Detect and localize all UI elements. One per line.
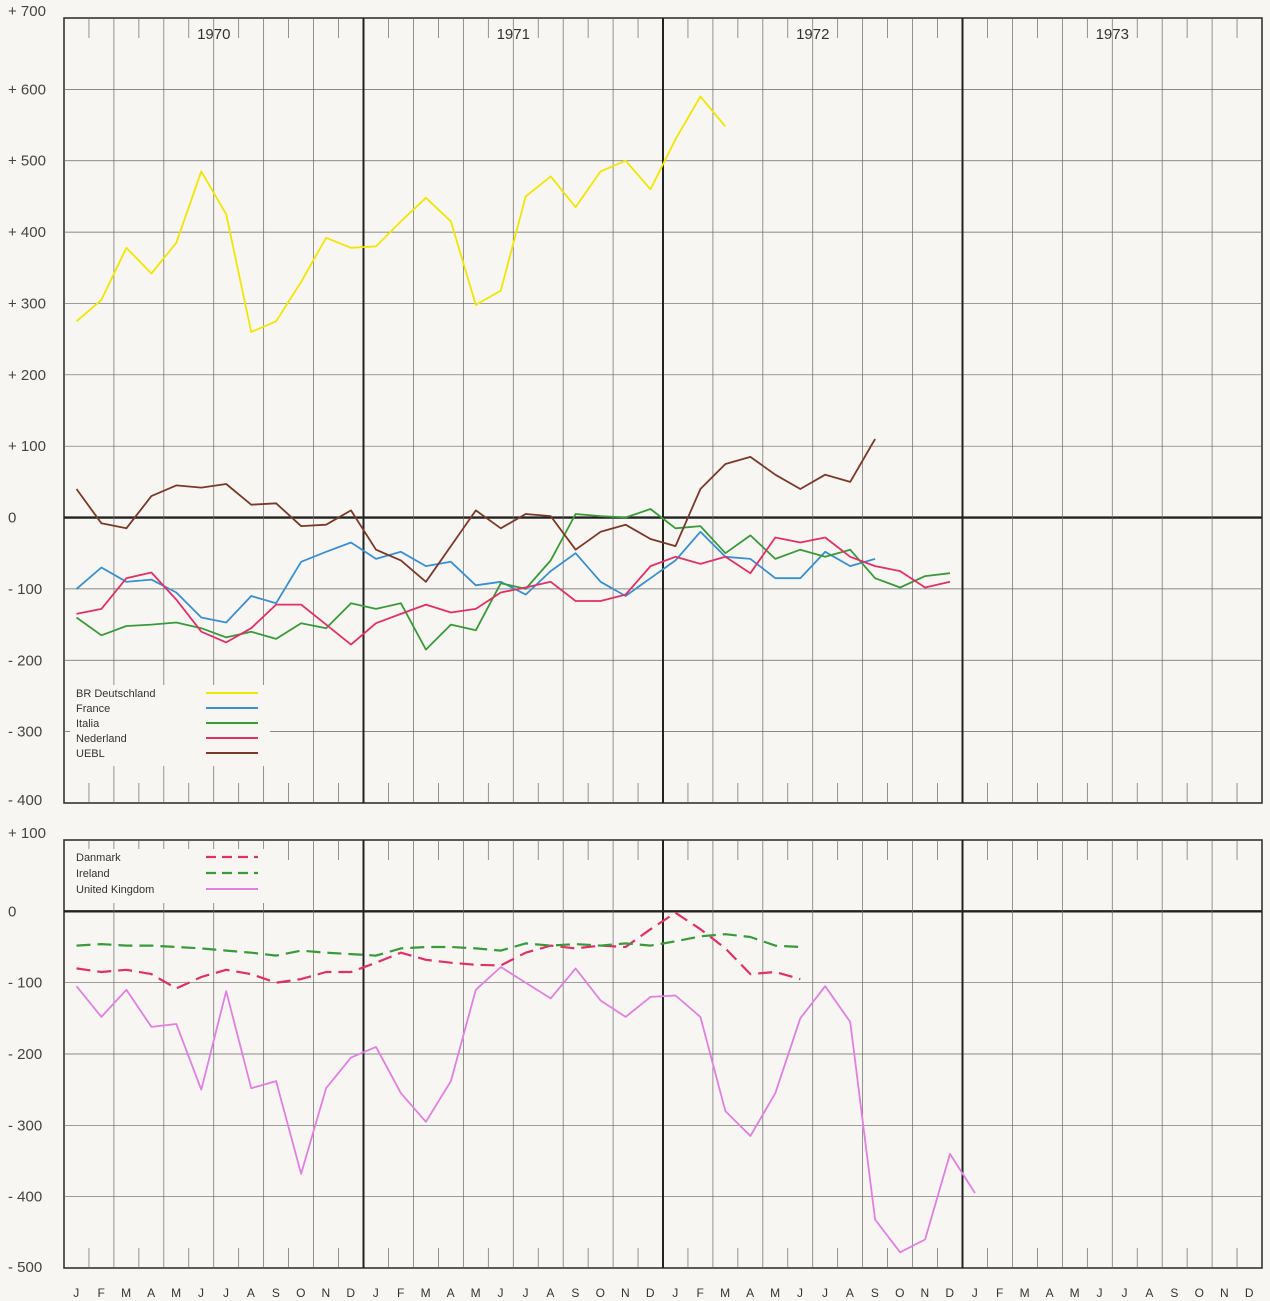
y-tick-label: 0	[8, 903, 16, 920]
month-label: O	[1195, 1286, 1205, 1300]
legend-label: Nederland	[76, 733, 127, 745]
month-label: F	[697, 1286, 705, 1300]
month-label: A	[147, 1286, 156, 1300]
year-label: 1970	[197, 26, 230, 43]
month-label: S	[1170, 1286, 1179, 1300]
month-label: F	[397, 1286, 405, 1300]
month-label: J	[797, 1286, 804, 1300]
month-label: S	[571, 1286, 580, 1300]
series-line-united-kingdom	[75, 966, 976, 1254]
y-tick-label: 0	[8, 510, 16, 527]
year-label: 1971	[497, 26, 530, 43]
month-label: A	[1046, 1286, 1055, 1300]
month-label: M	[421, 1286, 432, 1300]
month-label: J	[498, 1286, 505, 1300]
legend-label: Danmark	[76, 852, 121, 864]
month-label: O	[895, 1286, 905, 1300]
month-label: J	[73, 1286, 80, 1300]
series-line-ireland	[76, 933, 801, 957]
y-tick-label: - 400	[8, 792, 42, 809]
month-label: J	[672, 1286, 679, 1300]
year-label: 1973	[1096, 26, 1129, 43]
month-label: M	[770, 1286, 781, 1300]
series-line-nederland	[76, 536, 951, 646]
month-label: A	[546, 1286, 555, 1300]
legend-label: United Kingdom	[76, 884, 154, 896]
y-tick-label: - 500	[8, 1259, 42, 1276]
y-tick-label: - 300	[8, 1117, 42, 1134]
month-label: A	[447, 1286, 456, 1300]
month-label: A	[247, 1286, 256, 1300]
month-label: M	[1070, 1286, 1081, 1300]
legend-label: France	[76, 703, 110, 715]
month-label: S	[272, 1286, 281, 1300]
month-label: F	[996, 1286, 1004, 1300]
y-tick-label: + 600	[8, 81, 46, 98]
month-label: D	[1245, 1286, 1254, 1300]
legend-label: UEBL	[76, 748, 105, 760]
month-label: J	[1121, 1286, 1128, 1300]
month-label: M	[171, 1286, 182, 1300]
y-tick-label: - 200	[8, 652, 42, 669]
month-label: N	[621, 1286, 630, 1300]
y-tick-label: - 300	[8, 724, 42, 741]
month-label: D	[945, 1286, 954, 1300]
month-label: O	[596, 1286, 606, 1300]
month-label: M	[471, 1286, 482, 1300]
month-label: D	[646, 1286, 655, 1300]
month-label: J	[972, 1286, 979, 1300]
month-label: J	[223, 1286, 230, 1300]
series-line-danmark	[76, 911, 801, 990]
month-label: N	[920, 1286, 929, 1300]
series-line-br-deutschland	[75, 95, 727, 333]
month-label: M	[1020, 1286, 1031, 1300]
series-line-uebl	[75, 438, 876, 583]
month-label: F	[98, 1286, 106, 1300]
month-label: M	[720, 1286, 731, 1300]
y-tick-label: + 700	[8, 3, 46, 20]
y-tick-label: + 100	[8, 825, 46, 842]
month-label: S	[871, 1286, 880, 1300]
month-label: N	[1220, 1286, 1229, 1300]
y-tick-label: + 100	[8, 438, 46, 455]
y-tick-label: + 300	[8, 295, 46, 312]
y-tick-label: - 200	[8, 1046, 42, 1063]
month-label: M	[121, 1286, 132, 1300]
legend-label: BR Deutschland	[76, 688, 156, 700]
top-panel	[63, 17, 1263, 804]
month-label: J	[373, 1286, 380, 1300]
bottom-panel	[63, 839, 1263, 1269]
month-label: A	[746, 1286, 755, 1300]
y-tick-label: + 200	[8, 367, 46, 384]
legend-label: Ireland	[76, 868, 110, 880]
y-tick-label: + 500	[8, 153, 46, 170]
series-line-italia	[75, 508, 951, 651]
legend-label: Italia	[76, 718, 100, 730]
y-tick-label: - 100	[8, 581, 42, 598]
month-label: J	[822, 1286, 829, 1300]
month-label: O	[296, 1286, 306, 1300]
y-tick-label: - 100	[8, 975, 42, 992]
bottom-legend-background	[70, 849, 270, 903]
year-label: 1972	[796, 26, 829, 43]
y-tick-label: + 400	[8, 224, 46, 241]
month-label: J	[522, 1286, 529, 1300]
month-label: D	[346, 1286, 355, 1300]
series-line-france	[75, 530, 876, 624]
month-label: J	[1097, 1286, 1104, 1300]
month-label: J	[198, 1286, 205, 1300]
y-tick-label: - 400	[8, 1189, 42, 1206]
month-label: A	[846, 1286, 855, 1300]
month-label: A	[1145, 1286, 1154, 1300]
month-label: N	[321, 1286, 330, 1300]
